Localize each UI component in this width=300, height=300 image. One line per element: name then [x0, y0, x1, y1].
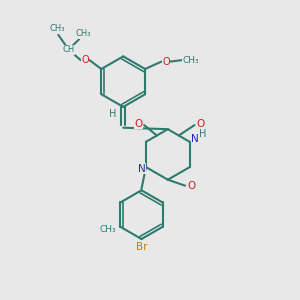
Text: N: N	[191, 134, 199, 144]
Text: O: O	[162, 57, 170, 67]
Text: O: O	[81, 55, 89, 65]
Text: CH₃: CH₃	[183, 56, 200, 64]
Text: N: N	[138, 164, 146, 174]
Text: O: O	[196, 118, 205, 129]
Text: CH₃: CH₃	[49, 24, 64, 33]
Text: O: O	[134, 118, 142, 129]
Text: CH: CH	[63, 45, 75, 54]
Text: H: H	[200, 129, 207, 140]
Text: H: H	[109, 109, 116, 119]
Text: CH₃: CH₃	[76, 29, 91, 38]
Text: CH₃: CH₃	[100, 225, 116, 234]
Text: O: O	[187, 181, 195, 191]
Text: Br: Br	[136, 242, 147, 252]
